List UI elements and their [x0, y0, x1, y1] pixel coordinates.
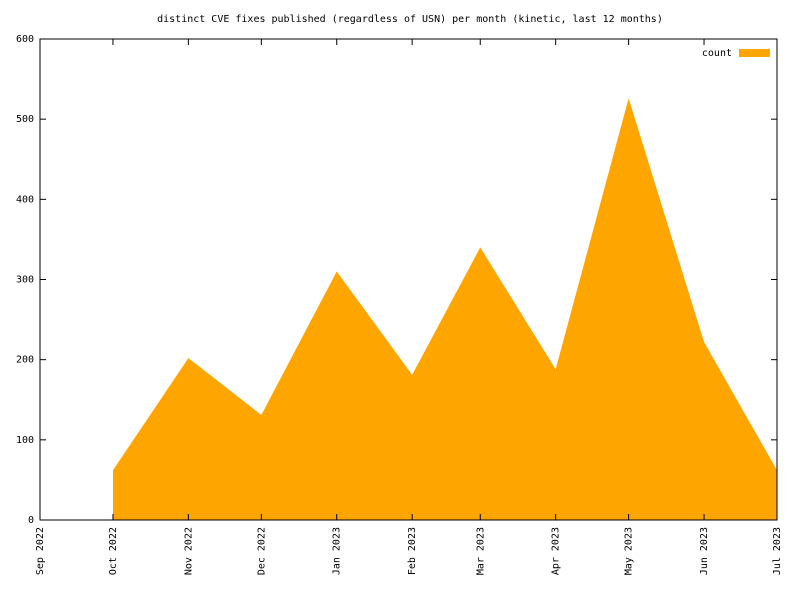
y-tick-label: 500: [16, 114, 34, 125]
y-tick-label: 100: [16, 435, 34, 446]
y-tick-label: 0: [28, 515, 34, 526]
x-tick-label: Dec 2022: [256, 527, 267, 575]
x-tick-label: Jun 2023: [699, 527, 710, 575]
legend-label: count: [702, 48, 732, 59]
x-tick-label: Jul 2023: [772, 527, 783, 575]
x-tick-label: Feb 2023: [407, 527, 418, 575]
y-tick-label: 300: [16, 275, 34, 286]
x-tick-label: Jan 2023: [332, 527, 343, 575]
y-tick-label: 400: [16, 194, 34, 205]
x-tick-label: Nov 2022: [183, 527, 194, 575]
x-tick-label: Sep 2022: [35, 527, 46, 575]
x-tick-label: Oct 2022: [108, 527, 119, 575]
legend-swatch: [739, 49, 770, 57]
y-tick-label: 600: [16, 34, 34, 45]
x-tick-label: Apr 2023: [551, 527, 562, 575]
y-tick-label: 200: [16, 355, 34, 366]
chart-title: distinct CVE fixes published (regardless…: [157, 14, 663, 25]
x-tick-label: Mar 2023: [475, 527, 486, 575]
x-tick-label: May 2023: [624, 527, 635, 575]
area: [112, 98, 778, 520]
